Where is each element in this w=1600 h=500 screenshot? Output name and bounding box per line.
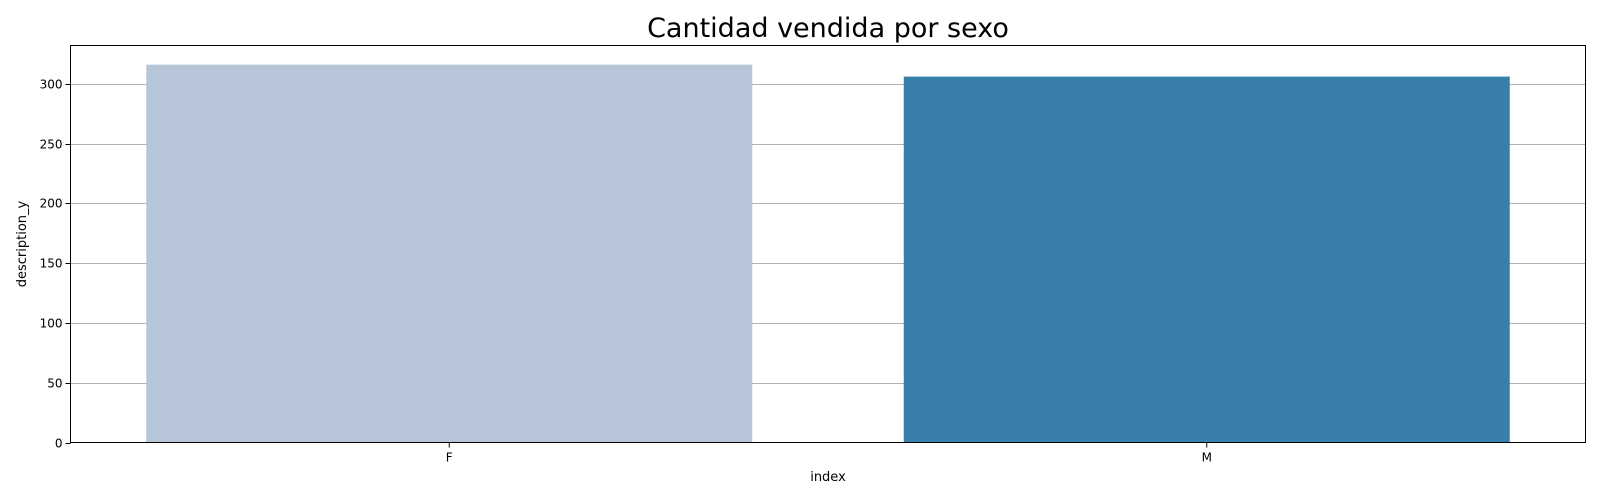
y-tick-label: 250 bbox=[40, 138, 63, 152]
x-tick-label: F bbox=[446, 451, 453, 465]
y-tick-label: 300 bbox=[40, 78, 63, 92]
plot-frame bbox=[70, 45, 1586, 443]
y-tick-label: 0 bbox=[55, 437, 63, 451]
y-tick-label: 50 bbox=[47, 377, 62, 391]
x-axis-label: index bbox=[810, 470, 846, 485]
x-tick-label: M bbox=[1202, 451, 1212, 465]
bar-F bbox=[146, 64, 753, 443]
y-axis-label: description_y bbox=[15, 200, 30, 287]
y-tick-label: 150 bbox=[40, 257, 63, 271]
chart-title: Cantidad vendida por sexo bbox=[647, 13, 1009, 44]
bars bbox=[146, 64, 1510, 443]
bar-M bbox=[903, 76, 1510, 443]
y-tick-label: 100 bbox=[40, 317, 63, 331]
y-tick-label: 200 bbox=[40, 197, 63, 211]
y-axis-ticks: 0 50 100 150 200 250 300 bbox=[40, 78, 71, 451]
